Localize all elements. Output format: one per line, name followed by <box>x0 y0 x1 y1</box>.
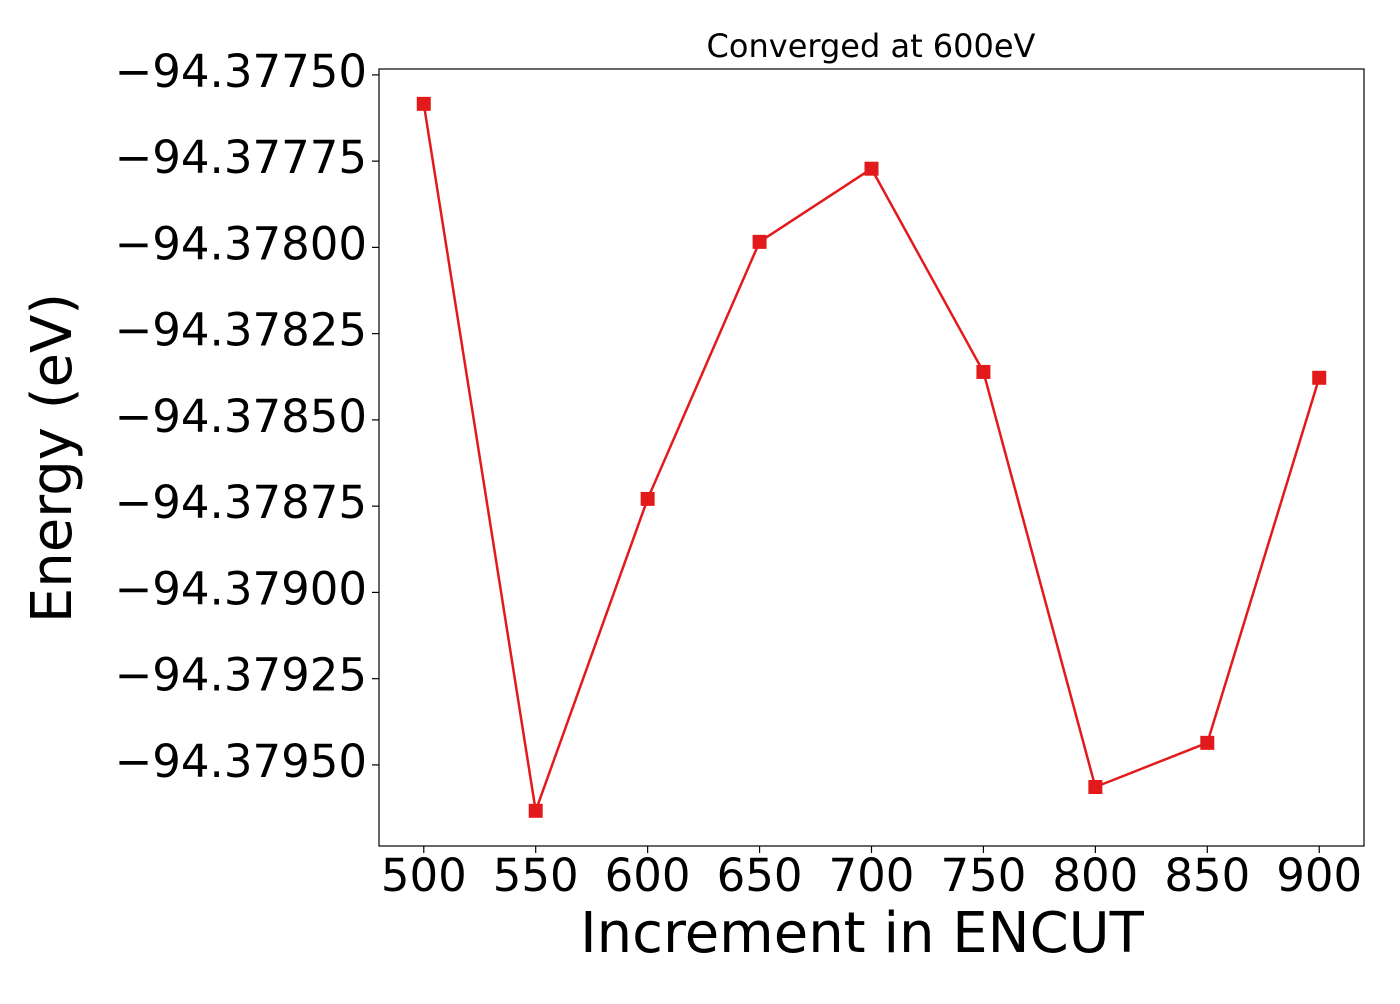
marker <box>1088 780 1103 795</box>
y-tick-label: −94.37900 <box>115 562 367 615</box>
marker <box>640 491 655 506</box>
x-tick-label: 800 <box>1052 849 1138 902</box>
x-tick-label: 700 <box>829 849 915 902</box>
y-axis-label: Energy (eV) <box>20 293 85 623</box>
marker <box>1312 370 1327 385</box>
x-tick-label: 550 <box>493 849 579 902</box>
y-tick-label: −94.37825 <box>115 304 367 357</box>
y-tick-label: −94.37875 <box>115 476 367 529</box>
marker <box>1200 735 1215 750</box>
y-tick-label: −94.37925 <box>115 649 367 702</box>
series-line <box>422 103 1321 812</box>
plot-frame <box>378 68 1365 847</box>
marker <box>416 96 431 111</box>
x-axis-label: Increment in ENCUT <box>580 901 1145 966</box>
x-tick-label: 850 <box>1164 849 1250 902</box>
marker <box>528 803 543 818</box>
y-tick-label: −94.37800 <box>115 217 367 270</box>
chart-title: Converged at 600eV <box>707 27 1036 65</box>
x-tick-label: 750 <box>940 849 1026 902</box>
y-tick-label: −94.37775 <box>115 131 367 184</box>
y-tick-label: −94.37850 <box>115 390 367 443</box>
marker <box>864 161 879 176</box>
x-tick-label: 500 <box>381 849 467 902</box>
marker <box>752 234 767 249</box>
x-tick-label: 650 <box>717 849 803 902</box>
marker <box>976 364 991 379</box>
x-tick-label: 600 <box>605 849 691 902</box>
x-tick-label: 900 <box>1276 849 1362 902</box>
y-tick-label: −94.37950 <box>115 735 367 788</box>
y-tick-label: −94.37750 <box>115 45 367 98</box>
